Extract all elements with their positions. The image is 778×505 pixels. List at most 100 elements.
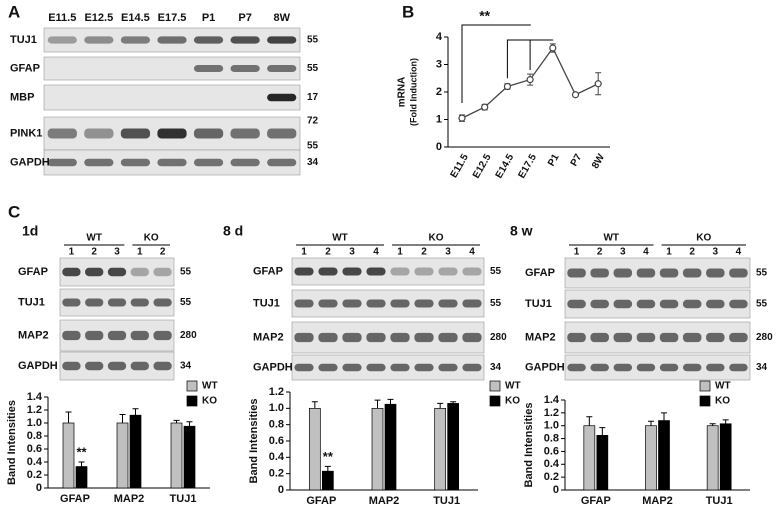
bar bbox=[658, 420, 670, 491]
blot-band bbox=[193, 65, 224, 72]
blot-band bbox=[157, 128, 187, 139]
blot-band bbox=[294, 363, 314, 372]
blot-band bbox=[107, 298, 127, 307]
y-tick-label: 1.0 bbox=[269, 402, 284, 414]
bar bbox=[447, 403, 460, 491]
group-label: WT bbox=[332, 233, 348, 244]
blot-band bbox=[567, 363, 586, 372]
blot-band bbox=[567, 299, 586, 309]
y-tick-label: 0.2 bbox=[544, 471, 559, 483]
y-tick-label: 0.6 bbox=[269, 435, 284, 447]
legend-label: KO bbox=[715, 396, 730, 407]
x-tick-label: GFAP bbox=[581, 495, 611, 505]
blot-band bbox=[107, 361, 127, 371]
row-label: GFAP bbox=[18, 266, 48, 278]
blot-band bbox=[636, 363, 656, 372]
x-tick-label: E12.5 bbox=[471, 152, 494, 181]
error-bar bbox=[709, 423, 716, 426]
blot-band bbox=[47, 158, 77, 167]
row-label: PINK1 bbox=[10, 127, 42, 139]
blot-band bbox=[130, 361, 149, 371]
blot-band bbox=[613, 332, 633, 343]
point bbox=[594, 80, 602, 88]
x-tick-label: P7 bbox=[569, 152, 585, 168]
blot-band bbox=[366, 363, 386, 372]
lane-number: 2 bbox=[325, 247, 331, 258]
point bbox=[549, 44, 557, 52]
legend-swatch bbox=[699, 380, 711, 392]
blot-band bbox=[682, 332, 702, 343]
panel-label: A bbox=[8, 2, 20, 21]
blot-band bbox=[294, 299, 314, 308]
blot-band bbox=[414, 363, 434, 372]
bar bbox=[706, 425, 719, 491]
y-tick-label: 0.4 bbox=[269, 451, 285, 463]
blot-band bbox=[342, 267, 362, 276]
x-tick-label: TUJ1 bbox=[433, 495, 460, 505]
bar bbox=[308, 407, 321, 491]
marker-label: 17 bbox=[307, 92, 319, 103]
blot-band bbox=[47, 128, 77, 139]
marker-label: 34 bbox=[180, 361, 192, 372]
y-tick-label: 1 bbox=[436, 113, 442, 125]
row-label: GAPDH bbox=[525, 361, 565, 373]
y-tick-label: 0.2 bbox=[269, 468, 284, 480]
row-label: GFAP bbox=[253, 265, 283, 277]
legend-swatch bbox=[489, 380, 501, 392]
row-label: GAPDH bbox=[18, 360, 58, 372]
row-label: MAP2 bbox=[525, 331, 556, 343]
blot-band bbox=[390, 299, 410, 308]
lane-number: 1 bbox=[397, 247, 403, 258]
blot-band bbox=[438, 299, 458, 308]
blot-band bbox=[438, 267, 458, 276]
marker-label: 280 bbox=[180, 330, 197, 341]
row-label: GAPDH bbox=[253, 361, 293, 373]
x-tick-label: MAP2 bbox=[114, 493, 145, 505]
subpanel-title: 8 w bbox=[510, 223, 533, 239]
lane-label: P1 bbox=[202, 12, 215, 24]
error-bar bbox=[374, 399, 381, 409]
error-bar bbox=[661, 412, 667, 421]
legend-swatch bbox=[186, 395, 198, 407]
marker-label: 34 bbox=[756, 362, 768, 373]
blot-band bbox=[636, 299, 656, 309]
blot-band bbox=[107, 267, 127, 277]
blot-band bbox=[590, 299, 609, 309]
blot-band bbox=[267, 65, 297, 72]
blot-band bbox=[267, 158, 297, 167]
blot-band bbox=[157, 158, 187, 167]
error-bar bbox=[119, 414, 126, 423]
error-bar bbox=[722, 419, 729, 424]
blot-band bbox=[462, 299, 482, 308]
error-bar bbox=[78, 461, 85, 467]
blot-band bbox=[462, 267, 482, 276]
blot-band bbox=[130, 267, 149, 277]
blot-band bbox=[120, 158, 151, 167]
marker-label: 55 bbox=[307, 141, 319, 152]
row-label: MBP bbox=[10, 91, 34, 103]
y-tick-label: 1.4 bbox=[27, 391, 43, 403]
y-label-sub: (Fold Induction) bbox=[408, 58, 418, 126]
blot-band bbox=[294, 267, 314, 276]
point bbox=[481, 103, 489, 111]
error-bar bbox=[387, 398, 394, 405]
bar bbox=[384, 403, 397, 491]
lane-number: 4 bbox=[643, 247, 649, 258]
error-bar bbox=[648, 420, 654, 426]
blot-band bbox=[342, 332, 362, 343]
row-label: TUJ1 bbox=[253, 297, 280, 309]
marker-label: 55 bbox=[307, 63, 319, 74]
blot-strip bbox=[43, 84, 301, 111]
blot-band bbox=[230, 128, 260, 139]
marker-label: 55 bbox=[756, 268, 768, 279]
group-label: WT bbox=[603, 233, 619, 244]
bar bbox=[719, 423, 732, 491]
blot-band bbox=[613, 363, 633, 372]
blot-band bbox=[414, 299, 434, 308]
blot-band bbox=[85, 330, 104, 341]
bar bbox=[75, 466, 88, 489]
bar bbox=[645, 425, 657, 491]
blot-band bbox=[62, 267, 81, 277]
blot-band bbox=[390, 363, 410, 372]
blot-band bbox=[62, 361, 81, 371]
